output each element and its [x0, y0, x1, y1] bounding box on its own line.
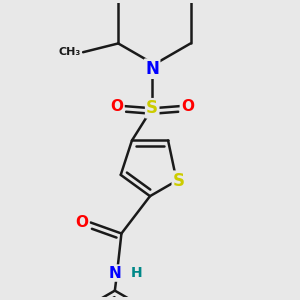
Text: O: O [110, 99, 124, 114]
Text: S: S [146, 99, 158, 117]
Text: N: N [109, 266, 121, 280]
Text: N: N [145, 60, 159, 78]
Text: S: S [173, 172, 185, 190]
Text: O: O [181, 99, 194, 114]
Text: O: O [75, 215, 88, 230]
Text: CH₃: CH₃ [59, 47, 81, 57]
Text: H: H [131, 266, 142, 280]
